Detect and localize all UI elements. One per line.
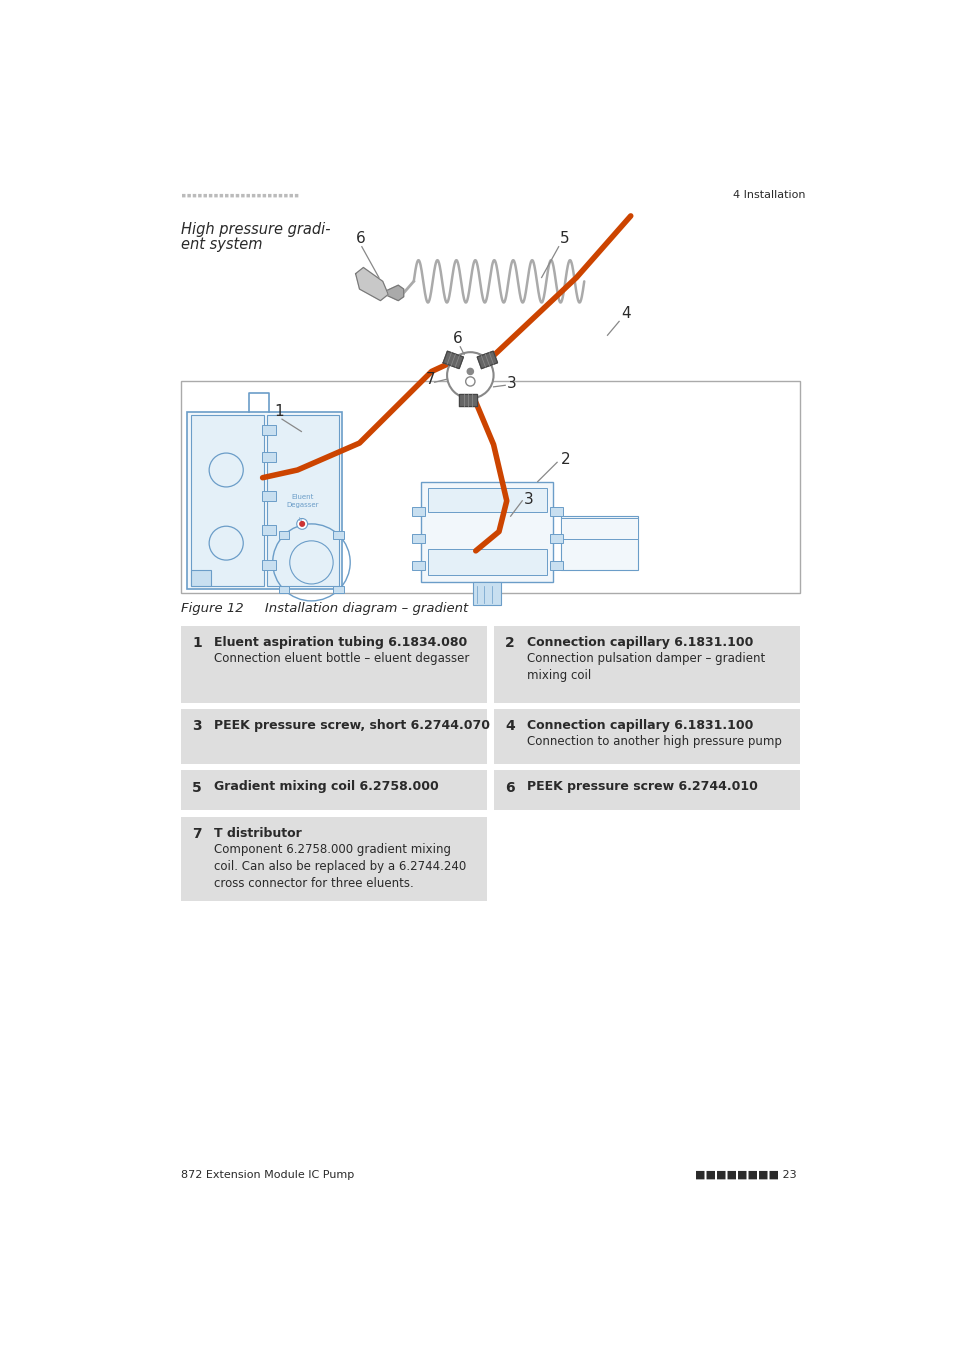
Text: 5: 5 <box>192 782 202 795</box>
Bar <box>550 508 562 516</box>
Bar <box>191 416 264 586</box>
Text: b: b <box>298 517 301 522</box>
Bar <box>192 570 211 586</box>
Bar <box>187 412 342 590</box>
Bar <box>473 582 500 605</box>
Bar <box>494 709 799 764</box>
Text: 5: 5 <box>558 231 569 246</box>
Polygon shape <box>386 285 403 301</box>
Text: High pressure gradi-: High pressure gradi- <box>181 221 331 238</box>
Polygon shape <box>443 351 463 369</box>
Text: Gradient mixing coil 6.2758.000: Gradient mixing coil 6.2758.000 <box>213 780 438 794</box>
Text: 3: 3 <box>192 720 201 733</box>
Text: 872 Extension Module IC Pump: 872 Extension Module IC Pump <box>181 1170 355 1180</box>
Text: 6: 6 <box>452 331 462 346</box>
Text: 4: 4 <box>505 720 515 733</box>
Bar <box>421 482 553 582</box>
Polygon shape <box>355 267 388 301</box>
Bar <box>560 516 638 570</box>
Text: 7: 7 <box>192 828 201 841</box>
Text: 2: 2 <box>560 452 570 467</box>
Text: ▪▪▪▪▪▪▪▪▪▪▪▪▪▪▪▪▪▪▪▪▪▪: ▪▪▪▪▪▪▪▪▪▪▪▪▪▪▪▪▪▪▪▪▪▪ <box>181 190 299 200</box>
Text: Connection eluent bottle – eluent degasser: Connection eluent bottle – eluent degass… <box>213 652 469 664</box>
Bar <box>181 382 799 593</box>
Bar <box>261 491 275 501</box>
Bar <box>494 625 799 702</box>
Bar <box>261 452 275 462</box>
Circle shape <box>465 377 475 386</box>
Circle shape <box>299 521 304 526</box>
Bar <box>181 709 486 764</box>
Text: 4: 4 <box>620 305 631 320</box>
Polygon shape <box>476 351 497 369</box>
Text: 1: 1 <box>274 404 284 418</box>
Bar <box>412 508 424 516</box>
Bar <box>427 548 546 575</box>
Bar <box>494 771 799 810</box>
Bar <box>412 560 424 570</box>
Bar <box>334 532 344 539</box>
Text: ■■■■■■■■ 23: ■■■■■■■■ 23 <box>694 1170 796 1180</box>
Bar <box>267 416 339 586</box>
Text: Connection pulsation damper – gradient
mixing coil: Connection pulsation damper – gradient m… <box>526 652 764 682</box>
Text: 6: 6 <box>355 231 365 246</box>
Bar <box>334 586 344 594</box>
Text: 6: 6 <box>505 782 515 795</box>
Text: T distributor: T distributor <box>213 826 301 840</box>
Text: Component 6.2758.000 gradient mixing
coil. Can also be replaced by a 6.2744.240
: Component 6.2758.000 gradient mixing coi… <box>213 842 466 890</box>
Bar <box>550 533 562 543</box>
Text: Eluent
Degasser: Eluent Degasser <box>286 494 318 508</box>
Circle shape <box>296 518 307 529</box>
Text: Connection capillary 6.1831.100: Connection capillary 6.1831.100 <box>526 636 753 648</box>
Bar <box>560 518 638 539</box>
Text: 1: 1 <box>192 636 202 651</box>
Text: PEEK pressure screw, short 6.2744.070: PEEK pressure screw, short 6.2744.070 <box>213 718 489 732</box>
Bar <box>278 586 289 594</box>
Text: Connection to another high pressure pump: Connection to another high pressure pump <box>526 734 781 748</box>
Text: Figure 12     Installation diagram – gradient: Figure 12 Installation diagram – gradien… <box>181 602 468 616</box>
Bar <box>412 533 424 543</box>
Bar <box>261 560 275 570</box>
Bar <box>181 771 486 810</box>
Text: Connection capillary 6.1831.100: Connection capillary 6.1831.100 <box>526 718 753 732</box>
Bar <box>427 487 546 513</box>
Text: 4 Installation: 4 Installation <box>733 190 805 200</box>
Text: PEEK pressure screw 6.2744.010: PEEK pressure screw 6.2744.010 <box>526 780 757 794</box>
Bar <box>261 525 275 536</box>
Text: 2: 2 <box>505 636 515 651</box>
Bar <box>181 625 486 702</box>
Polygon shape <box>459 394 476 406</box>
Circle shape <box>447 352 493 398</box>
Bar <box>278 532 289 539</box>
Text: ent system: ent system <box>181 238 262 252</box>
Text: 3: 3 <box>506 375 516 390</box>
Text: Eluent aspiration tubing 6.1834.080: Eluent aspiration tubing 6.1834.080 <box>213 636 467 648</box>
Bar <box>550 560 562 570</box>
Bar <box>261 425 275 435</box>
Text: 3: 3 <box>523 491 533 506</box>
Circle shape <box>467 369 473 374</box>
Bar <box>181 817 486 902</box>
Text: 7: 7 <box>425 371 435 386</box>
